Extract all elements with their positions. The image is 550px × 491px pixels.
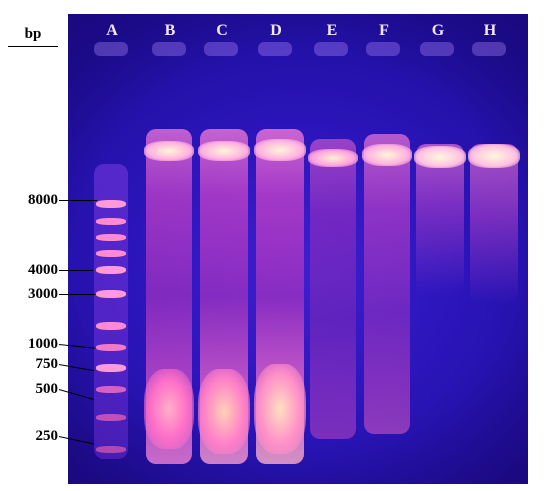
- lane-smear: [416, 144, 464, 294]
- high-mw-band: [308, 149, 358, 167]
- ladder-band: [96, 234, 126, 241]
- marker-label: 750: [35, 356, 59, 372]
- ladder-band: [96, 218, 126, 225]
- lane-smear: [310, 139, 356, 439]
- lane-label-a: A: [106, 22, 118, 39]
- lane-label-f: F: [379, 22, 389, 39]
- ladder-smear: [94, 164, 128, 459]
- lane-label-g: G: [431, 22, 445, 39]
- lane-label-d: D: [270, 22, 282, 39]
- high-mw-band: [468, 144, 520, 168]
- well-f: [366, 42, 400, 56]
- low-mw-smear: [254, 364, 306, 454]
- marker-label: 500: [35, 381, 59, 397]
- lane-b: [142, 119, 196, 469]
- lane-label-b: B: [164, 22, 176, 39]
- ladder-band: [96, 290, 126, 298]
- well-a: [94, 42, 128, 56]
- bp-underline: [8, 46, 58, 47]
- high-mw-band: [414, 146, 466, 168]
- ladder-band: [96, 414, 126, 421]
- well-d: [258, 42, 292, 56]
- lane-label-c: C: [216, 22, 228, 39]
- marker-label: 250: [35, 428, 59, 444]
- lane-c: [196, 119, 252, 469]
- lane-f: [360, 114, 414, 444]
- marker-tick: [59, 270, 93, 271]
- lane-label-e: E: [326, 22, 338, 39]
- ladder-band: [96, 322, 126, 330]
- marker-label: 1000: [28, 336, 58, 352]
- ladder-band: [96, 386, 126, 393]
- low-mw-smear: [144, 369, 194, 449]
- gel-image: [68, 14, 528, 484]
- lane-smear: [364, 134, 410, 434]
- marker-label: 8000: [28, 192, 58, 208]
- bp-unit-label: bp: [24, 26, 42, 42]
- well-e: [314, 42, 348, 56]
- marker-label: 3000: [28, 286, 58, 302]
- marker-label: 4000: [28, 262, 58, 278]
- well-g: [420, 42, 454, 56]
- lane-smear: [470, 144, 518, 304]
- lane-e: [306, 119, 360, 449]
- lane-label-h: H: [483, 22, 497, 39]
- ladder-band: [96, 250, 126, 257]
- ladder-band: [96, 344, 126, 351]
- well-b: [152, 42, 186, 56]
- high-mw-band: [144, 141, 194, 161]
- marker-tick: [59, 200, 97, 201]
- lane-a-ladder: [86, 164, 136, 464]
- ladder-band: [96, 200, 126, 208]
- high-mw-band: [254, 139, 306, 161]
- high-mw-band: [198, 141, 250, 161]
- ladder-band: [96, 446, 126, 453]
- well-c: [204, 42, 238, 56]
- lane-g: [412, 114, 468, 314]
- marker-tick: [59, 294, 95, 295]
- ladder-band: [96, 364, 126, 372]
- low-mw-smear: [198, 369, 250, 454]
- ladder-band: [96, 266, 126, 274]
- well-h: [472, 42, 506, 56]
- high-mw-band: [362, 144, 412, 166]
- lane-d: [252, 119, 308, 469]
- lane-h: [466, 114, 522, 314]
